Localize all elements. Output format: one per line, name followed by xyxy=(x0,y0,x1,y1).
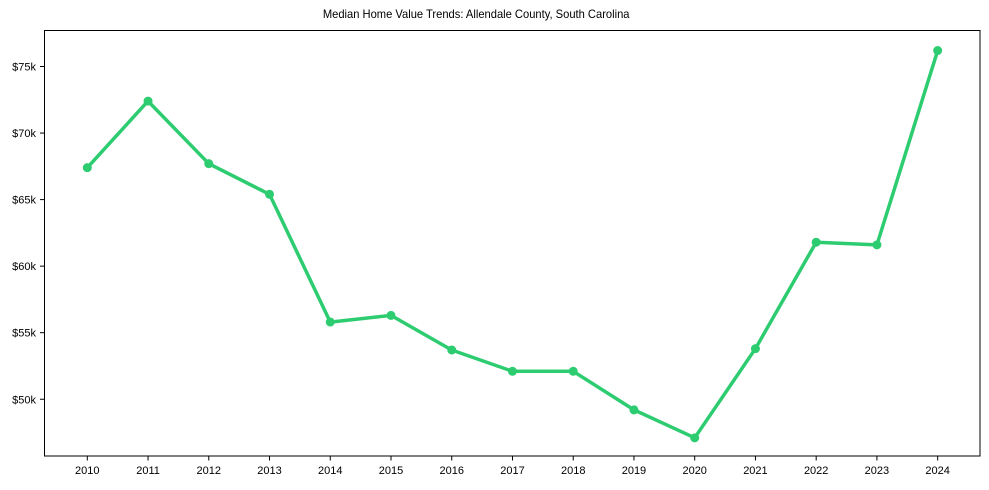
x-tick-label: 2019 xyxy=(622,465,646,477)
y-tick-label: $50k xyxy=(12,394,36,406)
y-tick-label: $70k xyxy=(12,128,36,140)
x-tick-label: 2012 xyxy=(197,465,221,477)
data-point-marker xyxy=(690,433,700,443)
y-tick-label: $55k xyxy=(12,328,36,340)
x-tick-label: 2016 xyxy=(439,465,463,477)
data-point-marker xyxy=(750,344,760,354)
y-tick-label: $65k xyxy=(12,195,36,207)
y-tick-label: $75k xyxy=(12,62,36,74)
x-tick-label: 2014 xyxy=(318,465,342,477)
x-tick-label: 2021 xyxy=(743,465,767,477)
data-point-marker xyxy=(568,366,578,376)
x-tick-label: 2020 xyxy=(682,465,706,477)
y-tick-label: $60k xyxy=(12,261,36,273)
data-point-marker xyxy=(325,317,335,327)
x-tick-label: 2018 xyxy=(561,465,585,477)
x-tick-label: 2010 xyxy=(75,465,99,477)
data-point-marker xyxy=(386,310,396,320)
x-tick-label: 2024 xyxy=(925,465,949,477)
data-point-marker xyxy=(872,240,882,250)
x-tick-label: 2011 xyxy=(136,465,160,477)
x-tick-label: 2017 xyxy=(500,465,524,477)
data-point-marker xyxy=(204,159,214,169)
data-point-marker xyxy=(82,163,92,173)
data-series xyxy=(82,46,943,443)
data-point-marker xyxy=(447,345,457,355)
chart-title: Median Home Value Trends: Allendale Coun… xyxy=(322,7,630,21)
data-point-marker xyxy=(507,366,517,376)
x-tick-label: 2013 xyxy=(257,465,281,477)
data-point-marker xyxy=(811,237,821,247)
data-point-marker xyxy=(143,96,153,106)
y-axis: $50k $55k $60k $65k $70k $75k xyxy=(12,62,45,406)
data-point-marker xyxy=(933,46,943,56)
x-axis: 2010 2011 2012 2013 2014 2015 2016 2017 2018 2019… xyxy=(75,456,950,477)
x-tick-label: 2023 xyxy=(865,465,889,477)
x-tick-label: 2022 xyxy=(804,465,828,477)
x-tick-label: 2015 xyxy=(379,465,403,477)
data-point-marker xyxy=(629,405,639,415)
data-point-marker xyxy=(265,189,275,199)
series-line xyxy=(85,48,940,440)
plot-frame xyxy=(44,30,981,457)
